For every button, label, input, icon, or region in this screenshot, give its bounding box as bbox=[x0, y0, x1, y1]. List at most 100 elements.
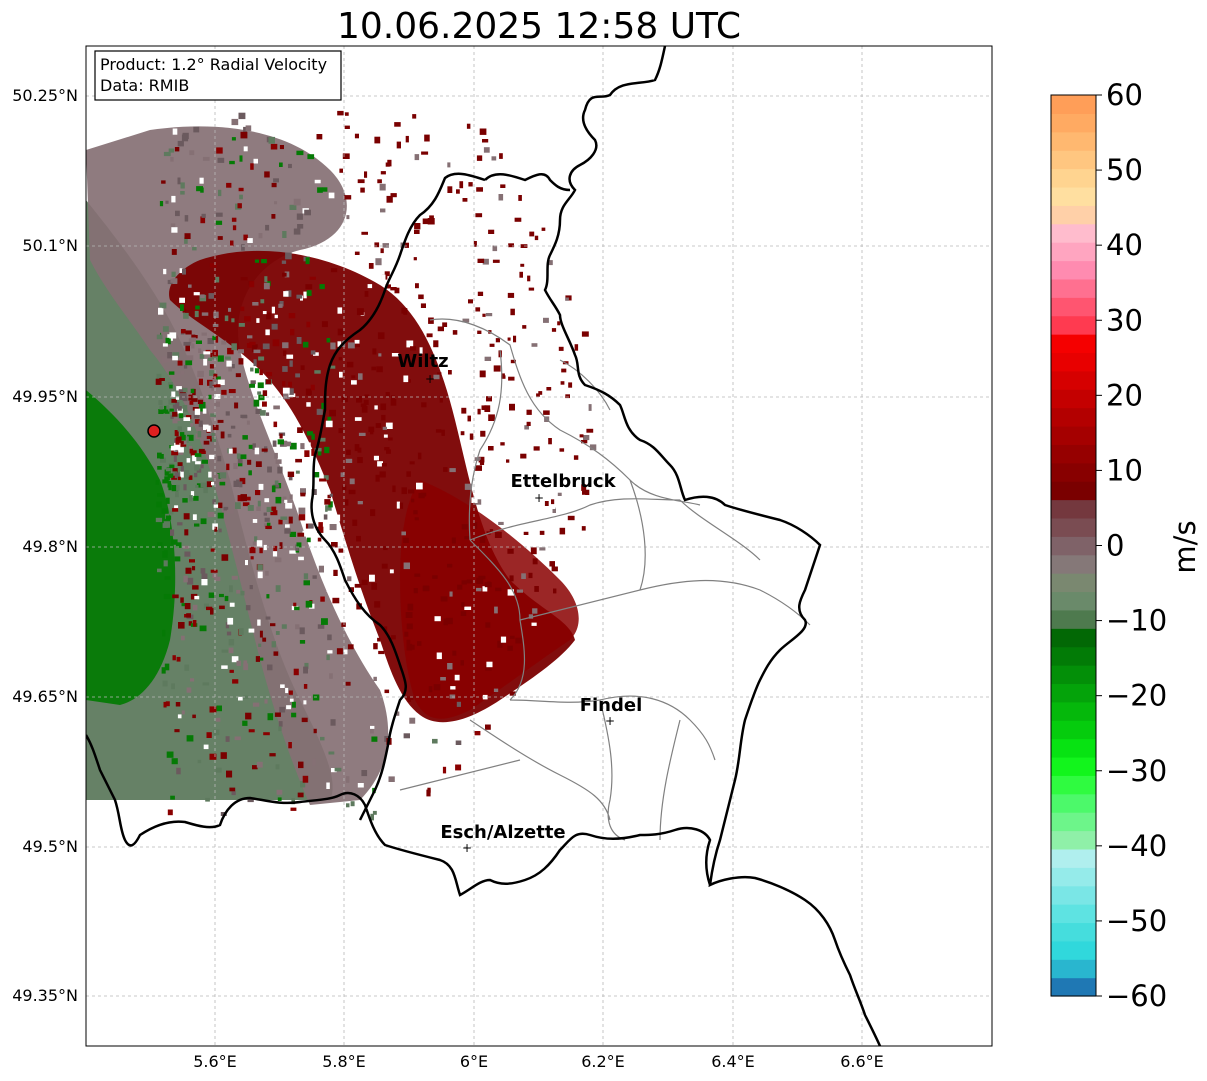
radar-speckle bbox=[176, 386, 182, 391]
radar-speckle bbox=[240, 306, 245, 312]
radar-speckle bbox=[452, 650, 457, 656]
radar-speckle bbox=[216, 147, 223, 154]
radar-speckle bbox=[259, 657, 264, 661]
radar-speckle bbox=[509, 575, 514, 582]
radar-speckle bbox=[288, 393, 296, 398]
colorbar-segment bbox=[1051, 848, 1096, 868]
radar-speckle bbox=[215, 767, 222, 773]
radar-speckle bbox=[296, 150, 304, 156]
radar-speckle bbox=[203, 424, 209, 430]
colorbar-segment bbox=[1051, 885, 1096, 905]
radar-speckle bbox=[346, 803, 350, 808]
radar-speckle bbox=[255, 490, 261, 496]
radar-speckle bbox=[252, 541, 257, 546]
radar-speckle bbox=[221, 649, 229, 653]
radar-speckle bbox=[225, 622, 230, 629]
radar-speckle bbox=[354, 444, 360, 452]
radar-speckle bbox=[190, 388, 195, 394]
radar-speckle bbox=[432, 575, 438, 579]
radar-speckle bbox=[199, 450, 206, 454]
radar-speckle bbox=[265, 224, 270, 231]
radar-speckle bbox=[357, 457, 363, 464]
radar-speckle bbox=[289, 698, 294, 702]
radar-speckle bbox=[238, 628, 244, 636]
radar-speckle bbox=[456, 189, 460, 194]
radar-speckle bbox=[345, 458, 353, 463]
radar-speckle bbox=[265, 616, 271, 620]
radar-speckle bbox=[381, 256, 387, 263]
radar-speckle bbox=[297, 532, 305, 537]
radar-speckle bbox=[351, 380, 357, 385]
radar-speckle bbox=[256, 506, 261, 511]
radar-speckle bbox=[391, 353, 399, 357]
radar-speckle bbox=[283, 393, 290, 400]
radar-speckle bbox=[263, 544, 267, 551]
radar-speckle bbox=[258, 356, 265, 361]
radar-speckle bbox=[273, 651, 279, 656]
radar-speckle bbox=[167, 473, 174, 478]
radar-speckle bbox=[321, 321, 328, 328]
radar-speckle bbox=[200, 216, 206, 224]
radar-speckle bbox=[188, 284, 192, 288]
radar-speckle bbox=[331, 542, 338, 548]
radar-speckle bbox=[274, 557, 282, 563]
radar-speckle bbox=[174, 729, 180, 733]
radar-speckle bbox=[278, 519, 283, 525]
radar-speckle bbox=[314, 447, 322, 452]
radar-speckle bbox=[521, 573, 526, 579]
radar-speckle bbox=[165, 200, 169, 204]
radar-speckle bbox=[482, 139, 489, 143]
radar-speckle bbox=[203, 358, 208, 366]
radar-speckle bbox=[305, 388, 311, 396]
colorbar-segment bbox=[1051, 867, 1096, 887]
radar-speckle bbox=[299, 640, 306, 644]
radar-speckle bbox=[278, 303, 283, 308]
radar-speckle bbox=[228, 366, 232, 372]
radar-speckle bbox=[312, 758, 316, 766]
radar-speckle bbox=[177, 462, 183, 466]
radar-speckle bbox=[177, 447, 184, 453]
radar-speckle bbox=[183, 545, 189, 549]
radar-speckle bbox=[221, 665, 228, 669]
radar-speckle bbox=[209, 753, 217, 760]
radar-speckle bbox=[530, 318, 537, 325]
radar-speckle bbox=[284, 499, 288, 503]
radar-speckle bbox=[181, 635, 185, 641]
radar-speckle bbox=[475, 465, 482, 471]
radar-speckle bbox=[293, 198, 301, 206]
radar-speckle bbox=[241, 244, 245, 251]
radar-speckle bbox=[217, 157, 225, 163]
radar-speckle bbox=[510, 359, 516, 364]
radar-speckle bbox=[507, 548, 514, 554]
radar-speckle bbox=[184, 470, 190, 477]
radar-speckle bbox=[316, 408, 323, 415]
colorbar-segment bbox=[1051, 223, 1096, 243]
radar-speckle bbox=[275, 631, 280, 635]
radar-speckle bbox=[320, 596, 325, 602]
radar-speckle bbox=[371, 582, 378, 590]
radar-speckle bbox=[269, 753, 276, 757]
radar-speckle bbox=[414, 517, 419, 521]
colorbar-segment bbox=[1051, 205, 1096, 225]
radar-speckle bbox=[171, 758, 178, 765]
radar-speckle bbox=[396, 501, 400, 509]
radar-speckle bbox=[549, 561, 555, 567]
radar-speckle bbox=[445, 222, 449, 228]
radar-speckle bbox=[155, 378, 162, 385]
radar-speckle bbox=[169, 332, 177, 339]
radar-speckle bbox=[468, 182, 473, 187]
radar-speckle bbox=[189, 400, 194, 405]
radar-speckle bbox=[231, 118, 239, 126]
radar-speckle bbox=[330, 268, 338, 273]
radar-speckle bbox=[243, 695, 249, 699]
radar-speckle bbox=[217, 355, 224, 362]
radar-speckle bbox=[279, 706, 286, 713]
radar-speckle bbox=[232, 225, 237, 231]
radar-speckle bbox=[295, 373, 300, 378]
radar-speckle bbox=[327, 510, 333, 515]
radar-speckle bbox=[440, 677, 446, 681]
radar-speckle bbox=[211, 436, 217, 443]
radar-speckle bbox=[196, 483, 204, 488]
radar-speckle bbox=[181, 329, 186, 334]
radar-speckle bbox=[457, 584, 463, 590]
